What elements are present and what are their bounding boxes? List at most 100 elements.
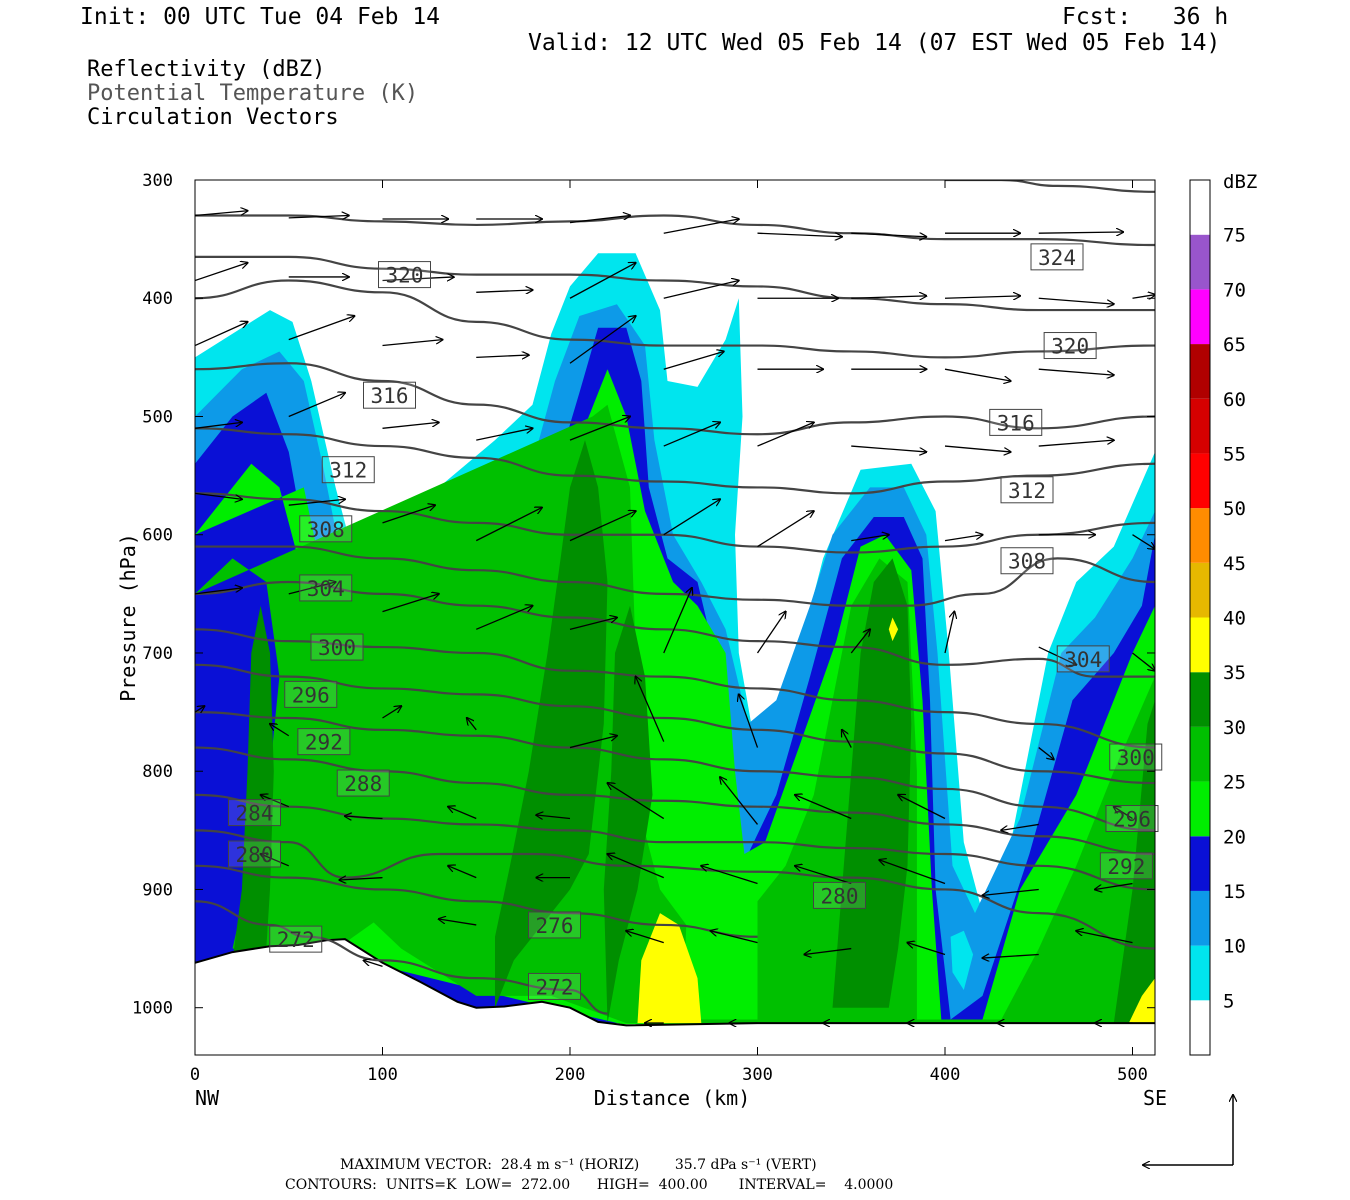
circulation-vector [851,233,926,237]
contour-label: 284 [228,799,281,827]
contour-label-box [1099,852,1153,880]
circulation-vector [382,594,439,613]
contour-label-text: 272 [277,928,315,952]
circulation-vector [1038,368,1114,375]
circulation-vector [879,860,946,885]
contour-label: 324 [1030,243,1084,271]
terrain-fill [195,939,1155,1055]
theta-contour-layer [195,180,1155,1015]
circulation-vector [569,215,630,224]
terrain-line [194,938,1155,1027]
x-axis-label: Distance (km) [594,1086,751,1110]
circulation-vector [1076,931,1133,944]
reflectivity-fill-layer [195,253,1155,1025]
circulation-vector [195,263,248,282]
colorbar-level-label: 35 [1223,662,1246,684]
circulation-vector [476,428,532,441]
x-tick-label: 100 [367,1065,398,1085]
legend-reflectivity: Reflectivity (dBZ) [87,57,326,82]
theta-contour-308 [195,545,1155,607]
contour-label-text: 304 [307,577,345,601]
circulation-vector [448,866,477,879]
circulation-vector [944,445,1011,452]
contour-label-text: 300 [1117,746,1155,770]
contour-label-box [269,925,323,953]
circulation-vector [908,943,946,956]
colorbar-swatch [1190,289,1210,345]
circulation-vector [536,815,571,819]
contour-label-box [297,728,351,756]
circulation-vector [195,588,242,595]
reflectivity-region-25dbz [195,404,1155,1024]
circulation-vector [898,795,946,820]
contour-label: 316 [989,408,1043,436]
contour-label-text: 320 [386,264,424,288]
contour-label: 300 [310,633,364,661]
circulation-vector [851,445,926,452]
circulation-vector [569,618,617,630]
theta-contour-328 [195,255,1155,312]
contour-label: 308 [1000,547,1054,575]
contour-label-box [299,574,353,602]
circulation-vector [663,219,739,234]
circulation-vector [1001,823,1039,830]
circulation-vector [757,511,814,548]
x-tick-label: 200 [555,1065,586,1085]
circulation-vector [842,730,852,748]
contour-label: 308 [299,515,353,543]
circulation-vector [476,290,532,292]
circulation-vector [569,316,636,364]
circulation-vector [195,422,242,429]
circulation-vector [1038,297,1114,304]
circulation-vector [1095,882,1133,890]
colorbar-swatch [1190,781,1210,837]
maximum-vector-note: MAXIMUM VECTOR: 28.4 m s⁻¹ (HORIZ) 35.7 … [340,1157,817,1173]
theta-contour-300 [195,628,1155,749]
colorbar-swatch [1190,890,1210,946]
theta-contour-332 [195,214,1155,247]
circulation-vector [944,368,1011,381]
colorbar-level-label: 60 [1223,389,1246,411]
circulation-vector [1038,440,1114,447]
reflectivity-region-30dbz [1113,700,1155,1024]
contour-label-box [284,680,338,708]
theta-contour-324 [195,279,1155,359]
contour-label: 320 [1043,332,1097,360]
colorbar-level-label: 50 [1223,498,1246,520]
contour-label-box [363,381,416,409]
y-axis-label: Pressure (hPa) [116,533,140,702]
contour-label-text: 316 [997,411,1035,435]
reflectivity-region-5dbz [950,930,974,990]
circulation-vector [288,215,349,217]
colorbar-level-label: 5 [1223,990,1234,1012]
circulation-vector [288,499,345,506]
contour-label-box [1000,547,1054,575]
contour-label: 272 [269,925,323,953]
contour-label-text: 324 [1038,246,1076,270]
contour-label-text: 308 [1008,550,1046,574]
colorbar-swatch [1190,508,1210,563]
colorbar-level-label: 30 [1223,717,1246,739]
contour-label: 292 [1099,852,1153,880]
contour-label-text: 308 [307,518,345,542]
terrain-layer [194,938,1155,1055]
circulation-vector [261,854,290,867]
circulation-vector [757,422,814,447]
circulation-vector [944,296,1020,298]
circulation-vector [339,878,383,880]
circulation-vector [195,211,248,217]
circulation-vector [795,795,852,820]
colorbar-level-label: 25 [1223,772,1246,794]
theta-contour-336 [945,180,1155,193]
contour-label-text: 296 [1113,808,1151,832]
circulation-vector [1114,807,1133,820]
circulation-vector [195,322,248,347]
contour-label: 296 [284,680,338,708]
circulation-vector [1038,747,1054,760]
contour-label-box [528,911,581,939]
reference-vector-icon [1143,1095,1233,1165]
circulation-vector [983,888,1039,895]
circulation-vector [851,296,926,298]
plot-frame [194,179,1156,1056]
contour-label-text: 292 [305,731,343,755]
